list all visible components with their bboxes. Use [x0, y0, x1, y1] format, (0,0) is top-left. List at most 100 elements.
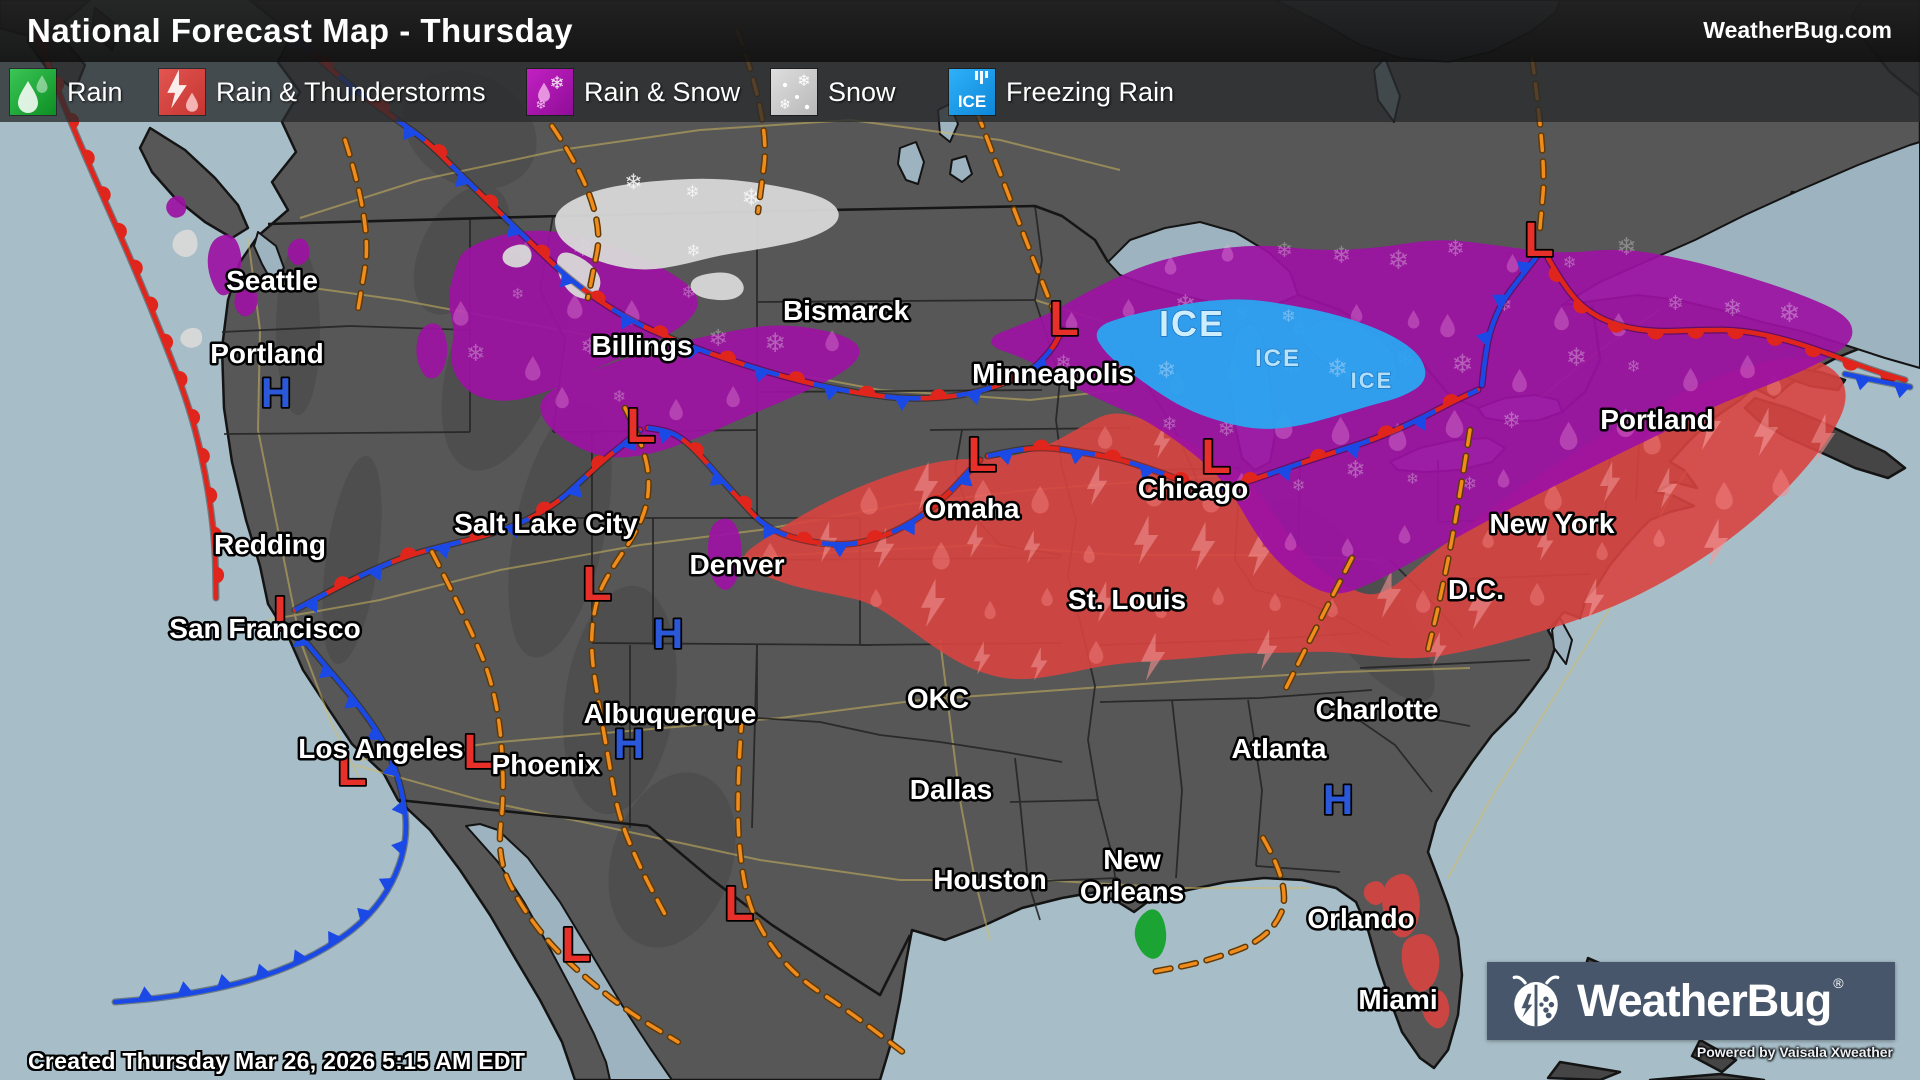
- raindrop-glyph: [1202, 484, 1220, 513]
- raindrop-glyph: [1529, 582, 1545, 606]
- lightning-glyph: [1754, 407, 1779, 457]
- cold-front-triangle: [293, 632, 309, 648]
- cold-front-triangle: [455, 172, 470, 188]
- legend-item-rainsnow: ❄ ❄ Rain & Snow: [527, 69, 740, 115]
- snowflake-glyph: ❄: [685, 182, 699, 201]
- warm-front-semicircle: [432, 144, 448, 159]
- raindrop-glyph: [1088, 640, 1104, 664]
- legend-label: Rain & Snow: [584, 76, 741, 107]
- low-pressure-symbol: L: [1201, 431, 1230, 484]
- legend-label: Rain & Thunderstorms: [216, 76, 486, 107]
- city-label: Portland: [1600, 404, 1714, 435]
- region-storms: [1382, 874, 1420, 938]
- high-pressure-symbol: H: [614, 720, 644, 767]
- city-label: Phoenix: [492, 749, 601, 780]
- cold-front-triangle: [367, 565, 383, 581]
- warm-front-semicircle: [146, 296, 159, 313]
- warm-front-semicircle: [483, 194, 499, 209]
- snowflake-glyph: ❄: [1627, 357, 1641, 376]
- stationary-front: [984, 386, 1482, 503]
- lightning-glyph: [1377, 569, 1402, 619]
- raindrop-glyph: [1772, 468, 1790, 497]
- city-label: San Francisco: [169, 613, 360, 644]
- lightning-glyph: [1030, 647, 1048, 681]
- region-ice: [1096, 299, 1426, 429]
- snowflake-glyph: ❄: [1281, 306, 1296, 326]
- raindrop-glyph: [669, 398, 683, 421]
- region-rain: [1134, 909, 1167, 959]
- raindrop-glyph: [1331, 416, 1350, 446]
- trough-line: [975, 110, 1060, 324]
- cold-front-triangle: [560, 272, 575, 288]
- warm-front-semicircle: [1172, 471, 1190, 484]
- raindrop-glyph: [1497, 468, 1510, 488]
- raindrop-glyph: [1407, 309, 1420, 329]
- warm-front-semicircle: [1104, 449, 1121, 460]
- region-snow: [180, 327, 203, 348]
- cold-front: [111, 621, 410, 1006]
- region-rainsnow: [166, 195, 187, 218]
- lightning-glyph: [1811, 413, 1836, 463]
- cold-front: [1475, 251, 1542, 389]
- snowflake-glyph: ❄: [1462, 473, 1478, 494]
- site-name: WeatherBug.com: [1703, 17, 1892, 43]
- city-label: Charlotte: [1316, 694, 1439, 725]
- low-pressure-symbol: L: [1049, 293, 1078, 346]
- lightning-glyph: [1583, 578, 1605, 620]
- snowflake-glyph: ❄: [686, 241, 700, 260]
- snowflake-glyph: ❄: [612, 388, 626, 406]
- raindrop-glyph: [1596, 541, 1608, 561]
- trough-line: [736, 714, 910, 1058]
- warm-front-semicircle: [1687, 330, 1705, 339]
- city-label: Orlando: [1307, 903, 1414, 934]
- city-label: Portland: [210, 338, 324, 369]
- region-snow: [690, 272, 744, 301]
- warm-front-semicircle: [215, 566, 225, 584]
- snowflake-glyph: ❄: [708, 325, 728, 351]
- city-label: Redding: [214, 529, 326, 560]
- raindrop-glyph: [1398, 524, 1411, 544]
- page-title: National Forecast Map - Thursday: [27, 12, 573, 49]
- cold-front-triangle: [1276, 466, 1292, 482]
- cold-front-triangle: [1033, 357, 1049, 373]
- snowflake-glyph: ❄: [1563, 253, 1577, 272]
- lightning-glyph: [966, 524, 984, 558]
- cold-front-triangle: [1069, 450, 1085, 465]
- lightning-glyph: [1429, 632, 1447, 666]
- city-label: Seattle: [226, 265, 318, 296]
- city-label: Omaha: [925, 493, 1020, 524]
- cold-front-triangle: [216, 973, 233, 989]
- cold-front-triangle: [997, 450, 1014, 466]
- snowflake-glyph: ❄: [1327, 355, 1348, 383]
- warm-front-semicircle: [1607, 321, 1625, 333]
- logo-text: WeatherBug: [1577, 975, 1832, 1026]
- warm-front-semicircle: [1804, 345, 1822, 358]
- cold-front-triangle: [1139, 465, 1155, 481]
- warm-front-semicircle: [999, 372, 1017, 385]
- warm-front-semicircle: [1842, 359, 1859, 371]
- raindrop-glyph: [555, 386, 569, 409]
- lightning-glyph: [1536, 527, 1554, 561]
- region-rainsnow: [234, 284, 258, 317]
- city-label: St. Louis: [1068, 584, 1186, 615]
- cold-front-triangle: [504, 523, 520, 539]
- ice-labels: ICE ICE ICE: [1158, 302, 1392, 394]
- warm-front-semicircle: [176, 370, 188, 388]
- snowflake-glyph: ❄: [1055, 352, 1071, 374]
- lightning-glyph: [1141, 632, 1166, 682]
- high-pressure-symbol: H: [261, 369, 291, 416]
- legend-item-snow: ❄ ❄ Snow: [771, 69, 896, 115]
- low-pressure-symbol: L: [1524, 214, 1553, 267]
- raindrop-glyph: [984, 600, 996, 620]
- warm-front-semicircle: [689, 442, 704, 457]
- snowflake-glyph: ❄: [1162, 413, 1178, 434]
- warm-front-semicircle: [1727, 329, 1745, 340]
- cold-front-triangle: [328, 931, 342, 947]
- warm-front-semicircle: [1241, 472, 1259, 484]
- lightning-glyph: [1023, 530, 1041, 564]
- region-storms: [1363, 881, 1386, 905]
- city-label: Miami: [1358, 984, 1437, 1015]
- snowflake-glyph: ❄: [1566, 344, 1588, 372]
- cold-front-triangle: [318, 663, 335, 679]
- raindrop-glyph: [726, 385, 740, 408]
